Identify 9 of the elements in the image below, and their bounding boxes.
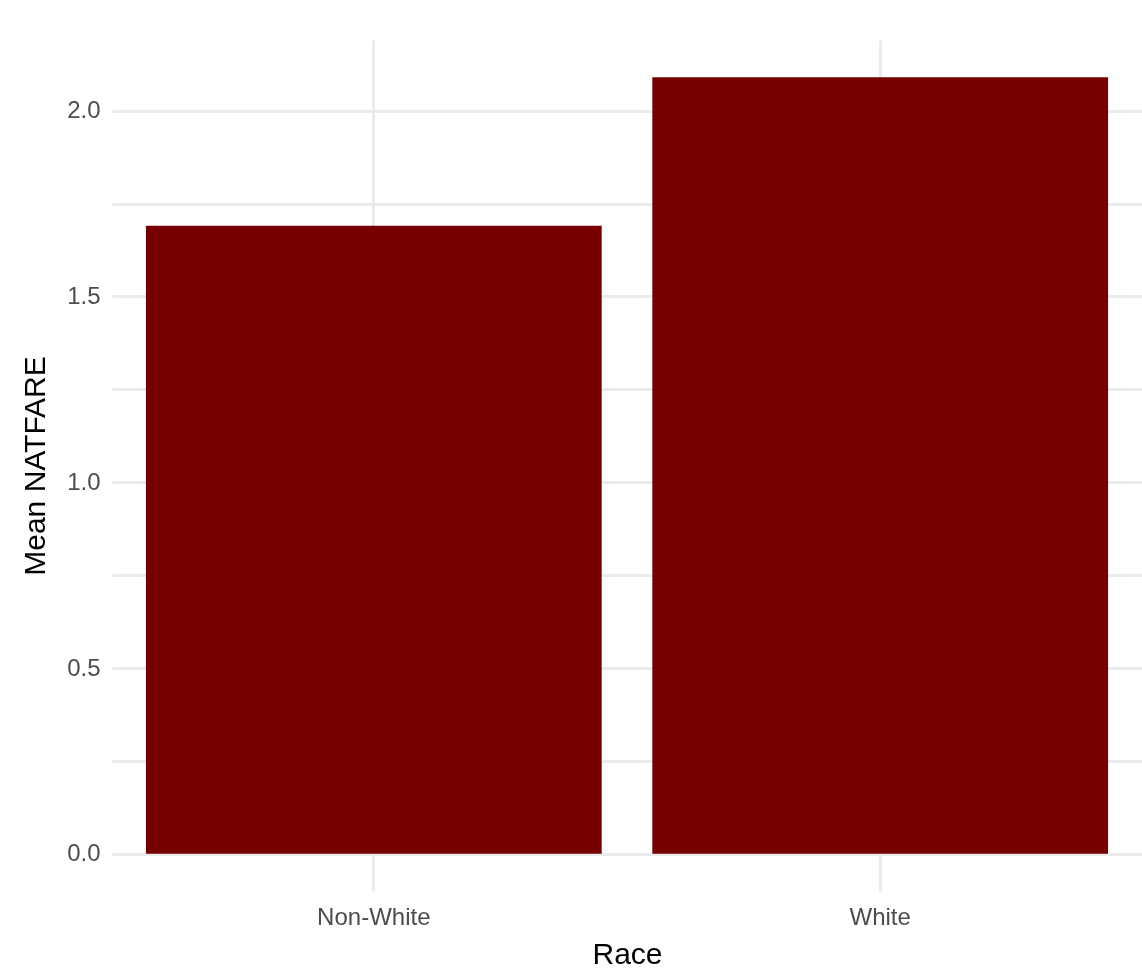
x-tick-label: White: [849, 902, 911, 930]
y-tick-label: 2.0: [67, 96, 101, 124]
x-tick-label: Non-White: [317, 902, 431, 930]
y-tick-label: 0.5: [67, 653, 101, 681]
x-axis-title: Race: [592, 936, 663, 970]
y-axis-title: Mean NATFARE: [18, 356, 52, 576]
y-tick-label: 0.0: [67, 839, 101, 867]
y-tick-label: 1.0: [67, 467, 101, 495]
y-tick-label: 1.5: [67, 281, 101, 309]
